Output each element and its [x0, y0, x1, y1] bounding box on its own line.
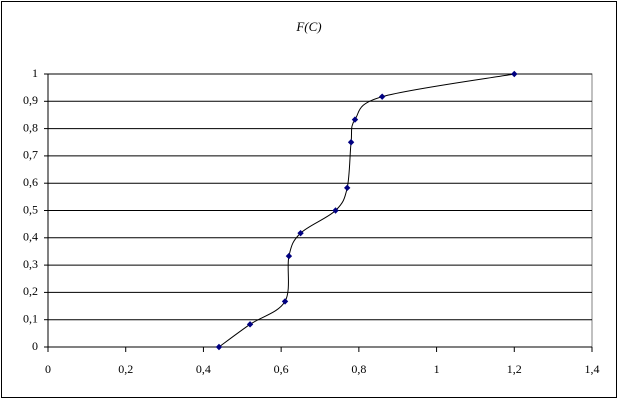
x-tick-label: 0,8 — [351, 362, 366, 376]
y-tick-label: 0,1 — [23, 311, 38, 325]
y-tick-label: 0,5 — [23, 202, 38, 216]
y-tick-label: 0,4 — [23, 230, 38, 244]
x-tick-label: 1,2 — [507, 362, 522, 376]
x-tick-label: 1,4 — [585, 362, 600, 376]
x-tick-label: 0,6 — [274, 362, 289, 376]
y-tick-label: 0,7 — [23, 148, 38, 162]
point — [215, 343, 223, 351]
point — [511, 70, 518, 78]
x-tick-label: 0,4 — [196, 362, 211, 376]
y-tick-label: 0,9 — [23, 93, 38, 107]
point — [332, 207, 339, 214]
x-tick-label: 1 — [434, 362, 440, 376]
point — [281, 298, 289, 305]
x-tick-label: 0,2 — [118, 362, 133, 376]
point — [246, 321, 254, 328]
series-line — [218, 73, 515, 348]
chart-title: F(C) — [295, 19, 321, 34]
y-tick-label: 0 — [32, 339, 38, 353]
y-tick-label: 1 — [32, 66, 38, 80]
x-tick-label: 0 — [45, 362, 51, 376]
point — [344, 184, 351, 192]
point — [297, 229, 304, 237]
y-tick-label: 0,2 — [23, 284, 38, 298]
point — [347, 139, 355, 146]
y-tick-label: 0,3 — [23, 257, 38, 271]
point — [351, 116, 359, 123]
point — [285, 252, 293, 260]
y-tick-label: 0,8 — [23, 120, 38, 134]
y-tick-label: 0,6 — [23, 175, 38, 189]
point — [378, 93, 386, 100]
